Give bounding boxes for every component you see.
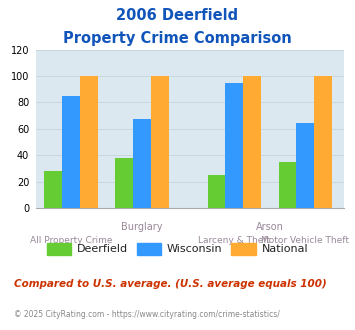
Text: Burglary: Burglary	[121, 222, 163, 232]
Bar	[62, 96, 80, 208]
Bar	[296, 123, 314, 208]
Bar	[115, 158, 133, 208]
Bar	[44, 171, 62, 208]
Text: Arson: Arson	[256, 222, 284, 232]
Legend: Deerfield, Wisconsin, National: Deerfield, Wisconsin, National	[43, 238, 312, 259]
Text: 2006 Deerfield: 2006 Deerfield	[116, 8, 239, 23]
Bar	[243, 76, 261, 208]
Bar	[133, 119, 151, 208]
Bar	[208, 175, 225, 208]
Bar	[80, 76, 98, 208]
Text: Motor Vehicle Theft: Motor Vehicle Theft	[261, 236, 349, 245]
Text: © 2025 CityRating.com - https://www.cityrating.com/crime-statistics/: © 2025 CityRating.com - https://www.city…	[14, 310, 280, 319]
Bar	[314, 76, 332, 208]
Text: All Property Crime: All Property Crime	[30, 236, 112, 245]
Text: Larceny & Theft: Larceny & Theft	[198, 236, 271, 245]
Bar	[151, 76, 169, 208]
Text: Compared to U.S. average. (U.S. average equals 100): Compared to U.S. average. (U.S. average …	[14, 279, 327, 289]
Bar	[279, 162, 296, 208]
Text: Property Crime Comparison: Property Crime Comparison	[63, 31, 292, 46]
Bar	[225, 82, 243, 208]
